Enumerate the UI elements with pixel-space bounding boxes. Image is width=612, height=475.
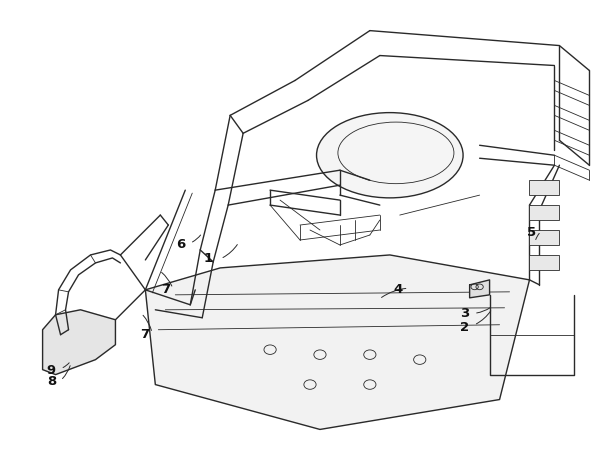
Polygon shape [146, 255, 529, 429]
Ellipse shape [316, 113, 463, 198]
Text: 8: 8 [47, 375, 56, 389]
Bar [529, 205, 559, 220]
Text: 7: 7 [140, 328, 149, 341]
Text: 2: 2 [460, 321, 469, 334]
Polygon shape [469, 280, 490, 298]
Text: 3: 3 [460, 307, 469, 320]
Text: 6: 6 [176, 238, 185, 251]
Bar [529, 230, 559, 245]
Text: 9: 9 [47, 363, 56, 377]
Bar [529, 255, 559, 270]
Text: 1: 1 [204, 252, 213, 266]
Text: 5: 5 [528, 226, 537, 239]
Text: 7: 7 [161, 283, 170, 296]
Text: 4: 4 [393, 283, 402, 296]
Polygon shape [43, 310, 116, 375]
Bar [529, 180, 559, 195]
